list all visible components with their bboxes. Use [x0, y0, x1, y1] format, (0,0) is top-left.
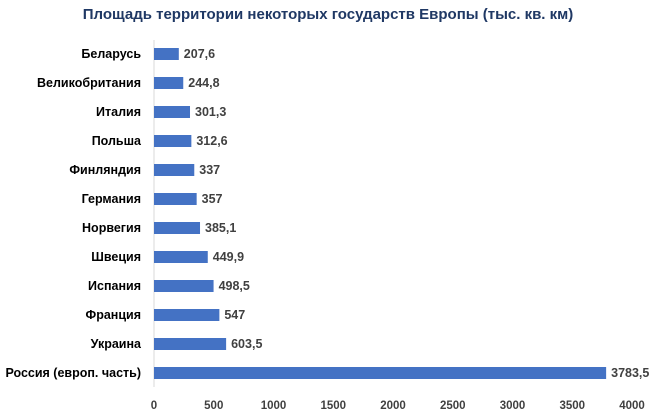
- bar: [154, 367, 606, 379]
- value-label: 357: [202, 192, 223, 206]
- bar: [154, 222, 200, 234]
- value-label: 385,1: [205, 221, 236, 235]
- value-label: 244,8: [188, 76, 219, 90]
- category-label: Беларусь: [81, 47, 141, 61]
- bar: [154, 193, 197, 205]
- value-label: 301,3: [195, 105, 226, 119]
- category-label: Польша: [92, 134, 142, 148]
- x-tick-label: 500: [204, 400, 223, 412]
- x-tick-label: 3500: [559, 400, 585, 412]
- value-label: 547: [224, 308, 245, 322]
- value-label: 207,6: [184, 47, 215, 61]
- category-label: Франция: [86, 308, 141, 322]
- x-tick-label: 2500: [440, 400, 466, 412]
- bar: [154, 309, 219, 321]
- category-label: Великобритания: [37, 76, 141, 90]
- bar: [154, 77, 183, 89]
- x-tick-label: 2000: [380, 400, 406, 412]
- category-label: Россия (европ. часть): [5, 366, 141, 380]
- bar: [154, 280, 214, 292]
- category-label: Италия: [96, 105, 141, 119]
- bar: [154, 164, 194, 176]
- value-label: 498,5: [219, 279, 250, 293]
- category-label: Норвегия: [82, 221, 141, 235]
- value-label: 312,6: [196, 134, 227, 148]
- value-label: 3783,5: [611, 366, 649, 380]
- x-tick-label: 3000: [500, 400, 526, 412]
- category-label: Испания: [88, 279, 141, 293]
- category-label: Швеция: [91, 250, 141, 264]
- bar: [154, 48, 179, 60]
- category-label: Германия: [82, 192, 141, 206]
- value-label: 603,5: [231, 337, 262, 351]
- x-tick-label: 1000: [261, 400, 287, 412]
- x-tick-label: 1500: [320, 400, 346, 412]
- category-label: Украина: [91, 337, 142, 351]
- bar: [154, 338, 226, 350]
- x-tick-label: 0: [151, 400, 157, 412]
- category-label: Финляндия: [69, 163, 141, 177]
- x-tick-label: 4000: [619, 400, 645, 412]
- bar: [154, 135, 191, 147]
- value-label: 337: [199, 163, 220, 177]
- value-label: 449,9: [213, 250, 244, 264]
- bar: [154, 251, 208, 263]
- bar: [154, 106, 190, 118]
